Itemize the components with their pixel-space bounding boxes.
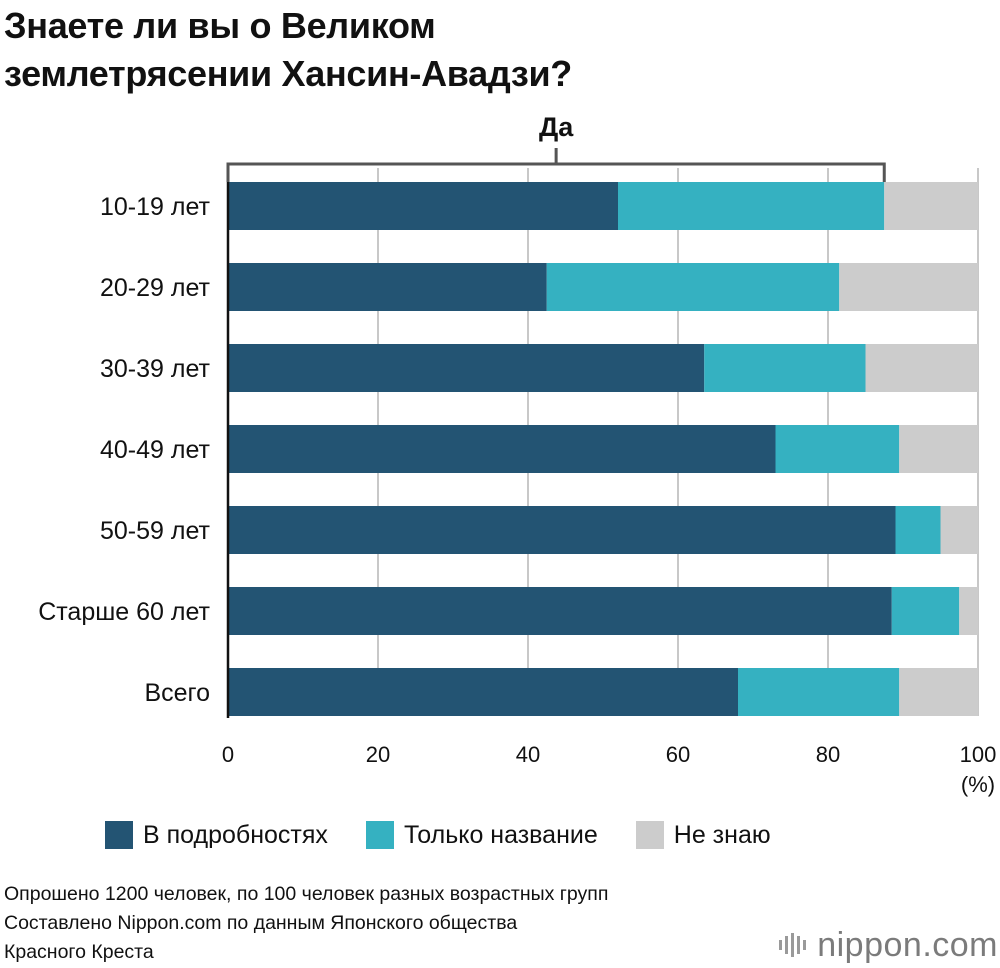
yes-bracket-line — [226, 162, 886, 182]
bar-7-series-1 — [228, 668, 738, 716]
legend-swatch-3 — [635, 821, 664, 849]
bar-1-series-3 — [884, 182, 978, 230]
legend-label-3: Не знаю — [673, 820, 771, 849]
stacked-bar-chart: 10-19 лет 20-29 лет 30-39 лет 40-49 лет 50-5… — [38, 112, 996, 797]
legend-item-3: Не знаю — [635, 820, 771, 850]
category-label-3: 30-39 лет — [100, 355, 211, 383]
bar-3-series-1 — [228, 344, 705, 392]
category-label-7: Всего — [144, 679, 210, 707]
yes-bracket-label: Да — [539, 112, 574, 142]
category-label-5: 50-59 лет — [100, 517, 211, 545]
x-tick-label-100: 100 — [960, 742, 997, 767]
source-notes: Опрошено 1200 человек, по 100 человек ра… — [4, 880, 764, 967]
bar-6-series-3 — [959, 587, 978, 635]
bar-6-series-1 — [228, 587, 892, 635]
nippon-logo: nippon.com — [779, 922, 998, 968]
legend: В подробностях Только название Не знаю — [105, 815, 809, 855]
x-tick-label-20: 20 — [366, 742, 390, 767]
bar-1-series-1 — [228, 182, 618, 230]
bar-7-series-3 — [899, 668, 978, 716]
x-tick-label-40: 40 — [516, 742, 540, 767]
bar-1-series-2 — [618, 182, 885, 230]
legend-item-2: Только название — [365, 820, 598, 850]
x-unit-label: (%) — [961, 772, 995, 797]
category-label-4: 40-49 лет — [100, 436, 211, 464]
chart-title-line-1: Знаете ли вы о Великом — [4, 5, 436, 46]
x-tick-label-0: 0 — [222, 742, 234, 767]
legend-label-2: Только название — [403, 820, 598, 849]
bar-2-series-3 — [839, 263, 978, 311]
legend-item-1: В подробностях — [105, 821, 328, 850]
chart-title: Знаете ли вы о Великом землетрясении Хан… — [4, 2, 904, 98]
bar-2-series-2 — [546, 263, 840, 311]
chart-title-line-2: землетрясении Хансин-Авадзи? — [4, 53, 572, 94]
bar-4-series-3 — [899, 425, 978, 473]
logo-text: nippon.com — [817, 925, 998, 964]
category-label-6: Старше 60 лет — [38, 598, 210, 626]
note-line-2: Составлено Nippon.com по данным Японског… — [4, 912, 518, 934]
x-axis: 0 20 40 60 80 100 (%) — [222, 168, 996, 797]
bar-5-series-1 — [228, 506, 896, 554]
yes-bracket: Да — [226, 112, 886, 182]
category-label-1: 10-19 лет — [100, 193, 211, 221]
note-line-1: Опрошено 1200 человек, по 100 человек ра… — [4, 883, 609, 905]
note-line-3: Красного Креста — [4, 941, 154, 963]
bar-4-series-2 — [775, 425, 900, 473]
bar-3-series-3 — [865, 344, 978, 392]
bar-3-series-2 — [704, 344, 866, 392]
x-tick-label-80: 80 — [816, 742, 840, 767]
bar-4-series-1 — [228, 425, 776, 473]
x-tick-label-60: 60 — [666, 742, 690, 767]
legend-swatch-2 — [365, 821, 394, 849]
nippon-logo-icon — [779, 933, 809, 957]
bar-2-series-1 — [228, 263, 547, 311]
bars — [228, 182, 978, 716]
category-label-2: 20-29 лет — [100, 274, 211, 302]
category-labels: 10-19 лет 20-29 лет 30-39 лет 40-49 лет 50-5… — [38, 193, 210, 707]
legend-label-1: В подробностях — [143, 820, 328, 849]
bar-6-series-2 — [891, 587, 960, 635]
bar-7-series-2 — [738, 668, 900, 716]
bar-5-series-2 — [895, 506, 941, 554]
bar-5-series-3 — [940, 506, 978, 554]
legend-swatch-1 — [105, 821, 133, 849]
